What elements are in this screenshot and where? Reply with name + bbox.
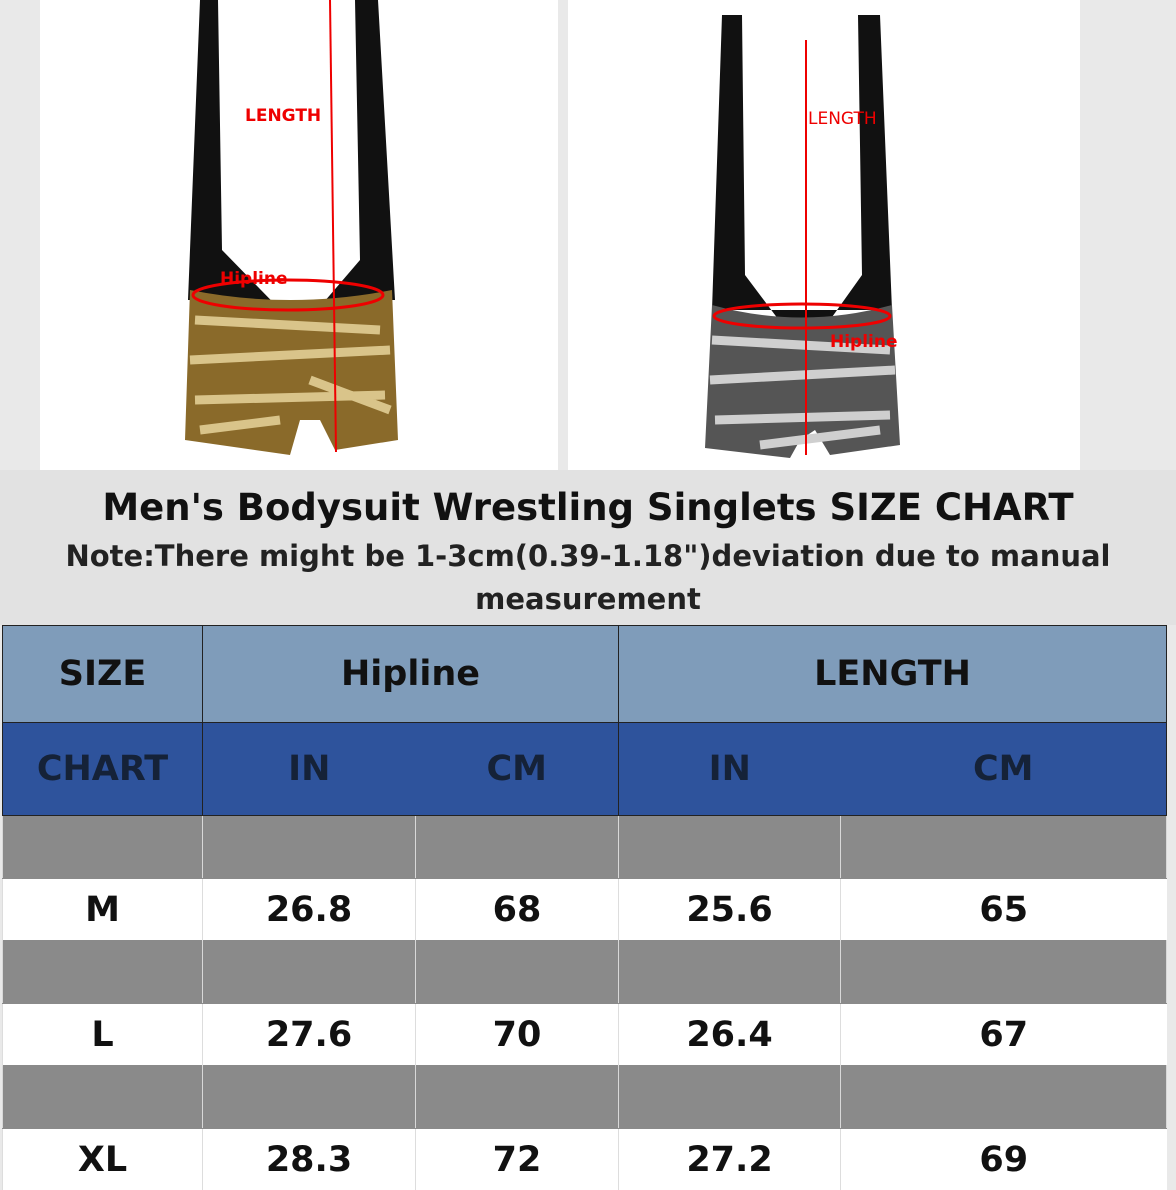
header-cell: LENGTH <box>619 626 1167 723</box>
spacer-cell <box>416 1066 619 1129</box>
value-cell: 27.2 <box>619 1129 841 1190</box>
hipline-label: Hipline <box>220 269 288 289</box>
hipline-label: Hipline <box>830 332 898 352</box>
header-cell: IN <box>203 723 416 816</box>
spacer-cell <box>841 1066 1167 1129</box>
header-row: CHART IN CM IN CM <box>3 723 1167 816</box>
header-cell: Hipline <box>203 626 619 723</box>
header-cell: CHART <box>3 723 203 816</box>
spacer-row <box>3 816 1167 879</box>
size-cell: M <box>3 879 203 941</box>
spacer-cell <box>203 816 416 879</box>
header-cell: IN <box>619 723 841 816</box>
spacer-row <box>3 1066 1167 1129</box>
value-cell: 67 <box>841 1004 1167 1066</box>
size-cell: L <box>3 1004 203 1066</box>
spacer-cell <box>3 816 203 879</box>
value-cell: 25.6 <box>619 879 841 941</box>
spacer-cell <box>416 816 619 879</box>
spacer-cell <box>619 941 841 1004</box>
spacer-cell <box>203 1066 416 1129</box>
spacer-cell <box>3 1066 203 1129</box>
spacer-cell <box>841 941 1167 1004</box>
value-cell: 65 <box>841 879 1167 941</box>
spacer-cell <box>619 816 841 879</box>
value-cell: 26.8 <box>203 879 416 941</box>
value-cell: 28.3 <box>203 1129 416 1190</box>
length-label: LENGTH <box>245 106 321 126</box>
header-row: SIZE Hipline LENGTH <box>3 626 1167 723</box>
title: Men's Bodysuit Wrestling Singlets SIZE C… <box>0 486 1176 529</box>
spacer-cell <box>3 941 203 1004</box>
spacer-cell <box>841 816 1167 879</box>
spacer-row <box>3 941 1167 1004</box>
header-cell: CM <box>416 723 619 816</box>
value-cell: 72 <box>416 1129 619 1190</box>
value-cell: 69 <box>841 1129 1167 1190</box>
header-cell: CM <box>841 723 1167 816</box>
chart-header: Men's Bodysuit Wrestling Singlets SIZE C… <box>0 470 1176 625</box>
spacer-cell <box>619 1066 841 1129</box>
note: Note:There might be 1-3cm(0.39-1.18")dev… <box>58 535 1118 621</box>
value-cell: 27.6 <box>203 1004 416 1066</box>
value-cell: 26.4 <box>619 1004 841 1066</box>
product-photos: LENGTH Hipline LENGTH Hipline <box>0 0 1176 490</box>
size-cell: XL <box>3 1129 203 1190</box>
spacer-cell <box>416 941 619 1004</box>
value-cell: 70 <box>416 1004 619 1066</box>
value-cell: 68 <box>416 879 619 941</box>
header-cell: SIZE <box>3 626 203 723</box>
length-label: LENGTH <box>808 109 877 129</box>
spacer-cell <box>203 941 416 1004</box>
